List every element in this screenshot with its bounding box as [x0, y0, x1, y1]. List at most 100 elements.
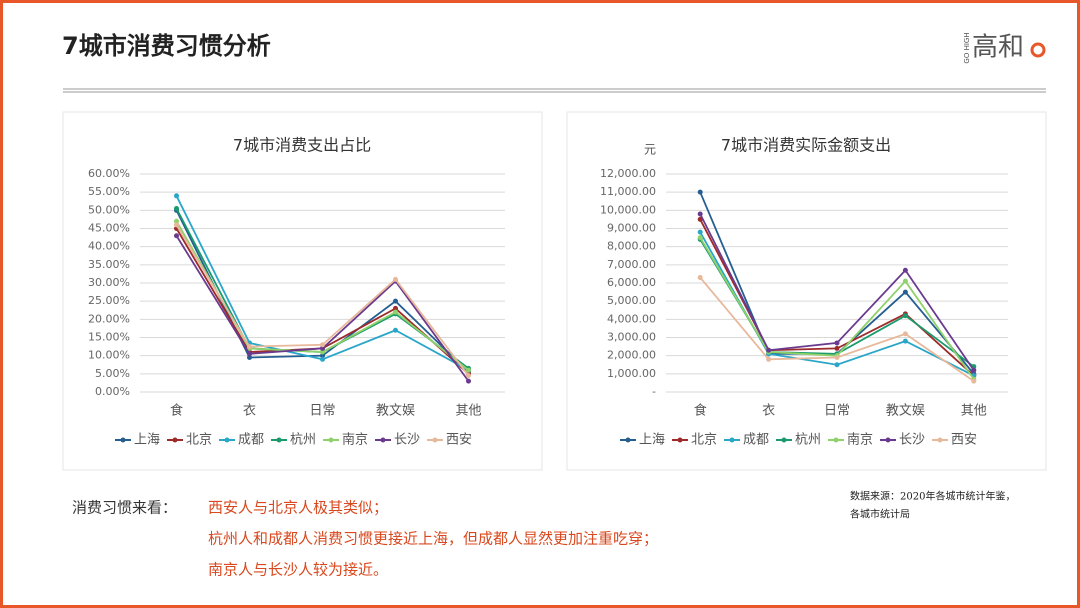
notes-label: 消费习惯来看：	[72, 499, 177, 517]
x-tick-label: 日常	[309, 404, 335, 419]
legend-marker	[328, 437, 334, 443]
y-tick-label: 60.00%	[88, 167, 130, 180]
data-point	[320, 356, 325, 362]
data-point	[902, 289, 908, 295]
data-point	[971, 378, 977, 384]
y-tick-label: 50.00%	[88, 203, 130, 216]
legend-label: 长沙	[899, 433, 925, 448]
legend-marker	[937, 437, 943, 443]
data-point	[902, 313, 908, 319]
data-point	[247, 344, 252, 350]
data-point	[766, 347, 772, 353]
legend-label: 南京	[847, 432, 873, 448]
data-point	[393, 327, 398, 333]
legend-marker	[224, 437, 230, 443]
data-point	[902, 267, 908, 273]
data-point	[466, 367, 471, 373]
y-tick-label: 40.00%	[88, 240, 130, 253]
data-point	[466, 373, 471, 379]
legend-marker	[781, 437, 787, 443]
x-tick-label: 食	[694, 403, 707, 419]
x-tick-label: 日常	[824, 404, 850, 419]
legend-label: 长沙	[394, 433, 420, 448]
x-tick-label: 衣	[762, 403, 775, 419]
x-tick-label: 衣	[243, 403, 256, 419]
y-tick-label: -	[652, 385, 656, 398]
y-tick-label: 15.00%	[88, 331, 130, 344]
legend-label: 西安	[446, 433, 472, 448]
data-point	[697, 229, 703, 235]
y-tick-label: 35.00%	[88, 258, 130, 271]
data-point	[834, 354, 840, 360]
legend-label: 西安	[951, 433, 977, 448]
legend-label: 上海	[639, 433, 665, 448]
legend-label: 北京	[691, 433, 717, 448]
legend-label: 北京	[186, 433, 212, 448]
y-tick-label: 30.00%	[88, 276, 130, 289]
data-point	[971, 367, 977, 373]
y-tick-label: 0.00%	[95, 385, 130, 398]
legend-marker	[677, 437, 683, 443]
y-tick-label: 10,000.00	[600, 203, 656, 216]
legend-marker	[885, 437, 891, 443]
legend-label: 杭州	[795, 433, 821, 448]
data-point	[393, 276, 398, 282]
data-point	[902, 278, 908, 284]
y-tick-label: 20.00%	[88, 312, 130, 325]
data-point	[320, 349, 325, 355]
chart-title: 7城市消费实际金额支出	[721, 136, 891, 155]
x-tick-label: 教文娱	[886, 403, 925, 419]
legend-label: 成都	[743, 433, 769, 448]
y-tick-label: 10.00%	[88, 349, 130, 362]
data-point	[766, 356, 772, 362]
chart-panel	[62, 111, 543, 471]
y-tick-label: 3,000.00	[607, 331, 656, 344]
data-point	[466, 378, 471, 384]
slide-title: 7城市消费习惯分析	[62, 32, 271, 60]
chart-panel	[566, 111, 1047, 471]
data-point	[174, 206, 179, 212]
data-point	[393, 309, 398, 315]
data-point	[834, 345, 840, 351]
data-point	[697, 275, 703, 281]
y-tick-label: 25.00%	[88, 294, 130, 307]
data-point	[902, 338, 908, 344]
note-line: 西安人与北京人极其类似；	[208, 499, 388, 517]
legend-marker	[276, 437, 282, 443]
data-point	[174, 222, 179, 228]
legend-label: 南京	[342, 432, 368, 448]
data-point	[697, 211, 703, 217]
logo-sub: GO HIGH	[963, 32, 971, 63]
x-tick-label: 其他	[455, 404, 481, 419]
y-tick-label: 11,000.00	[600, 185, 656, 198]
data-point	[393, 298, 398, 304]
y-tick-label: 45.00%	[88, 222, 130, 235]
y-tick-label: 55.00%	[88, 185, 130, 198]
note-line: 杭州人和成都人消费习惯更接近上海，但成都人显然更加注重吃穿；	[208, 530, 658, 548]
y-tick-label: 6,000.00	[607, 276, 656, 289]
y-tick-label: 8,000.00	[607, 240, 656, 253]
y-tick-label: 9,000.00	[607, 222, 656, 235]
y-tick-label: 7,000.00	[607, 258, 656, 271]
y-tick-label: 12,000.00	[600, 167, 656, 180]
data-point	[834, 340, 840, 346]
data-point	[320, 345, 325, 351]
chart-title: 7城市消费支出占比	[233, 136, 371, 155]
legend-label: 成都	[238, 433, 264, 448]
legend-marker	[833, 437, 839, 443]
source: 数据来源：2020年各城市统计年鉴，	[850, 490, 1015, 503]
data-point	[247, 354, 252, 360]
legend-marker	[729, 437, 735, 443]
y-tick-label: 2,000.00	[607, 349, 656, 362]
legend-marker	[120, 437, 126, 443]
data-point	[174, 218, 179, 224]
y-tick-label: 5.00%	[95, 367, 130, 380]
y-tick-label: 5,000.00	[607, 294, 656, 307]
x-tick-label: 食	[170, 403, 183, 419]
legend-marker	[380, 437, 386, 443]
logo-dot	[1030, 42, 1046, 58]
y-tick-label: 4,000.00	[607, 312, 656, 325]
logo: 高和	[972, 33, 1024, 63]
y-tick-label: 1,000.00	[607, 367, 656, 380]
data-point	[174, 193, 179, 199]
